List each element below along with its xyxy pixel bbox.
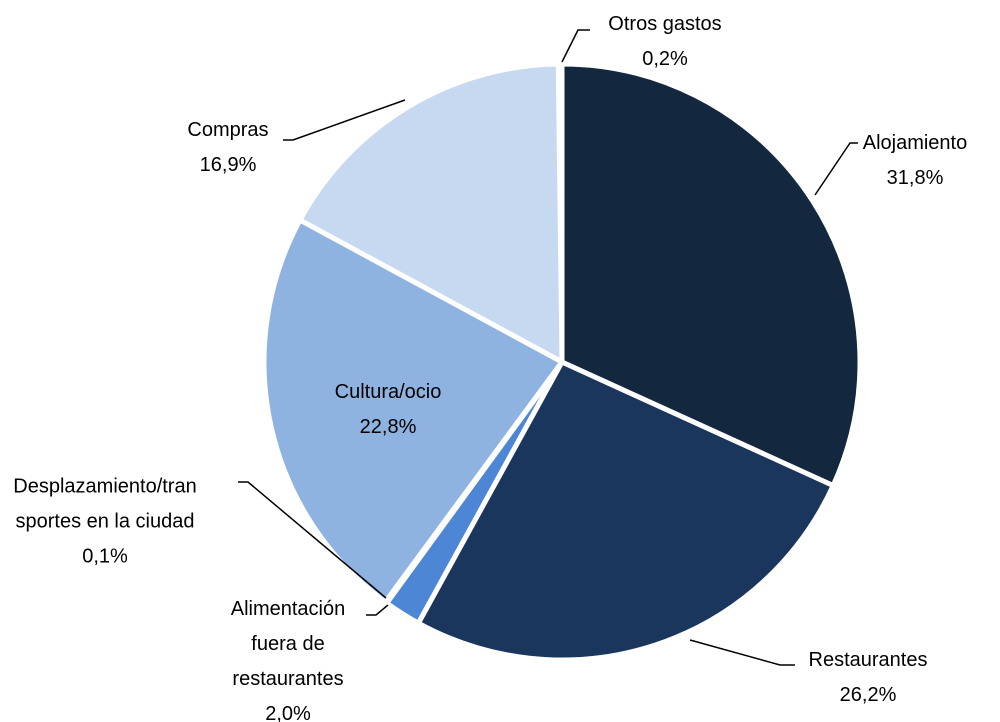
value-label: 26,2% [839, 684, 897, 706]
leader-line [561, 29, 590, 63]
slice-label: Alimentación fuera de restaurantes 2,0% [206, 592, 371, 722]
category-name: Cultura/ocio [334, 381, 442, 403]
leader-line [814, 142, 858, 196]
value-label: 2,0% [265, 703, 311, 722]
value-label: 0,2% [642, 48, 688, 70]
value-label: 16,9% [199, 154, 257, 176]
leader-line [366, 604, 389, 616]
category-name: Alojamiento [862, 132, 968, 154]
slice-label: Desplazamiento/transportes en la ciudad 0… [13, 470, 198, 575]
slice-label: Restaurantes 26,2% [783, 643, 953, 713]
category-name: Alimentación fuera de restaurantes [230, 598, 346, 690]
category-name: Restaurantes [808, 649, 928, 671]
pie-slice [415, 359, 836, 663]
leader-line [283, 99, 406, 141]
category-name: Otros gastos [608, 13, 722, 35]
value-label: 31,8% [886, 167, 944, 189]
value-label: 0,1% [82, 545, 128, 568]
pie-slice [261, 217, 565, 605]
slice-label: Alojamiento 31,8% [830, 126, 1000, 196]
category-name: Compras [187, 119, 269, 141]
pie-slice [559, 61, 863, 488]
leader-line [689, 639, 795, 666]
slice-label: Otros gastos 0,2% [580, 7, 750, 77]
value-label: 22,8% [359, 416, 417, 438]
category-name: Desplazamiento/transportes en la ciudad [13, 475, 197, 533]
leader-line [238, 481, 387, 599]
slice-label: Compras 16,9% [153, 113, 303, 183]
pie-slice [297, 61, 565, 365]
slice-label: Cultura/ocio 22,8% [298, 375, 478, 445]
